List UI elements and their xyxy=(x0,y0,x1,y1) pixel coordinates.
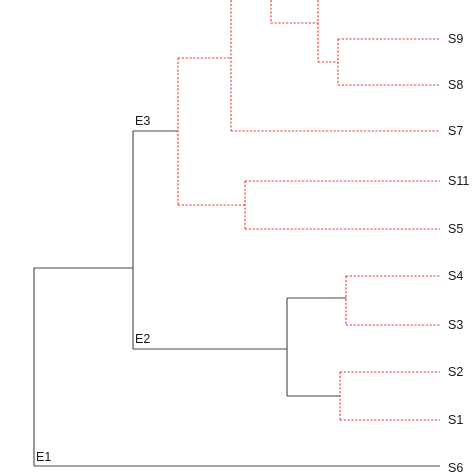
node-labels: E3 E2 E1 xyxy=(36,114,150,464)
leaf-label-s8: S8 xyxy=(448,78,463,92)
node-label-e3: E3 xyxy=(135,114,150,128)
branch-top-offscreen-a xyxy=(270,0,318,24)
leaf-label-s5: S5 xyxy=(448,222,463,236)
leaf-label-s6: S6 xyxy=(448,461,463,474)
solid-branches xyxy=(33,130,440,467)
leaf-label-s11: S11 xyxy=(448,174,469,188)
node-label-e2: E2 xyxy=(135,332,150,346)
leaf-label-s4: S4 xyxy=(448,269,463,283)
branch-e1 xyxy=(33,267,133,466)
node-label-e1: E1 xyxy=(36,450,51,464)
leaf-label-s1: S1 xyxy=(448,413,463,427)
dashed-branches xyxy=(177,0,440,421)
leaf-label-s7: S7 xyxy=(448,124,463,138)
leaf-labels: S9 S8 S7 S11 S5 S4 S3 S2 S1 S6 xyxy=(448,32,469,474)
leaf-label-s9: S9 xyxy=(448,32,463,46)
leaf-label-s3: S3 xyxy=(448,318,463,332)
leaf-label-s2: S2 xyxy=(448,365,463,379)
